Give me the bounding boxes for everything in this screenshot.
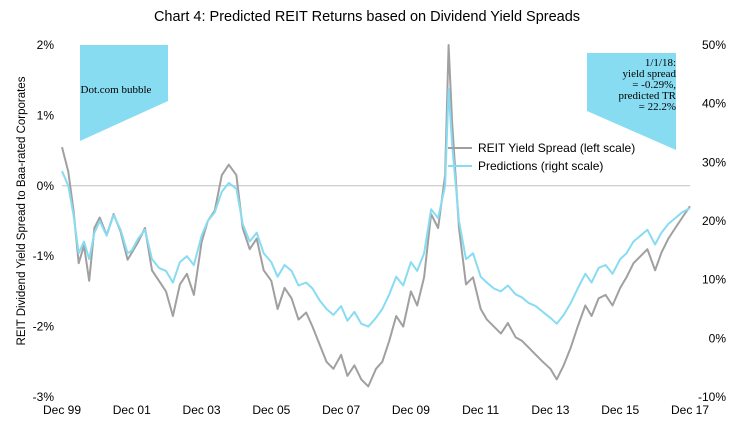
y-axis-right: 50% 40% 30% 20% 10% 0% -10% (698, 38, 726, 404)
y-tick-left: 2% (37, 38, 55, 52)
legend-label: Predictions (right scale) (478, 159, 603, 173)
latest-value-label: = 22.2% (639, 101, 676, 113)
y-tick-right: 20% (702, 214, 726, 228)
x-tick-label: Dec 05 (252, 403, 290, 417)
y-tick-right: 10% (702, 273, 726, 287)
y-axis-left: 2% 1% 0% -1% -2% -3% (33, 38, 55, 404)
y-tick-left: -3% (33, 390, 55, 404)
series-layer (61, 44, 691, 388)
x-tick-label: Dec 07 (322, 403, 360, 417)
y-tick-right: 0% (709, 331, 727, 345)
y-tick-left: -2% (33, 320, 55, 334)
series-line-predictions (61, 88, 691, 328)
x-tick-label: Dec 15 (601, 403, 639, 417)
x-tick-label: Dec 17 (671, 403, 709, 417)
latest-value-label: yield spread (623, 68, 677, 80)
latest-value-label: 1/1/18: (645, 57, 676, 69)
x-tick-label: Dec 09 (392, 403, 430, 417)
x-tick-label: Dec 01 (113, 403, 151, 417)
dotcom-bubble-callout (80, 45, 168, 141)
x-axis: Dec 99 Dec 01 Dec 03 Dec 05 Dec 07 Dec 09 Dec … (43, 403, 709, 417)
y-tick-left: -1% (33, 249, 55, 263)
latest-value-callout (587, 53, 676, 150)
latest-value-label: predicted TR (618, 90, 676, 102)
annotations: Dot.com bubble 1/1/18:yield spread= -0.29… (80, 45, 677, 150)
chart-title: Chart 4: Predicted REIT Returns based on… (154, 9, 580, 25)
x-tick-label: Dec 13 (531, 403, 569, 417)
legend-label: REIT Yield Spread (left scale) (478, 141, 635, 155)
dotcom-bubble-label: Dot.com bubble (81, 84, 152, 96)
x-tick-label: Dec 03 (183, 403, 221, 417)
y-axis-label-left: REIT Dividend Yield Spread to Baa-rated … (16, 76, 28, 345)
y-tick-right: 50% (702, 38, 726, 52)
latest-value-label: = -0.29%, (632, 79, 676, 91)
x-tick-label: Dec 99 (43, 403, 81, 417)
series-line-reit-yield-spread (61, 44, 691, 388)
legend: REIT Yield Spread (left scale) Prediction… (448, 141, 635, 173)
y-tick-left: 1% (37, 108, 55, 122)
y-tick-right: 40% (702, 97, 726, 111)
y-tick-right: 30% (702, 155, 726, 169)
y-tick-left: 0% (37, 179, 55, 193)
x-tick-label: Dec 11 (462, 403, 499, 417)
y-tick-right: -10% (698, 390, 726, 404)
